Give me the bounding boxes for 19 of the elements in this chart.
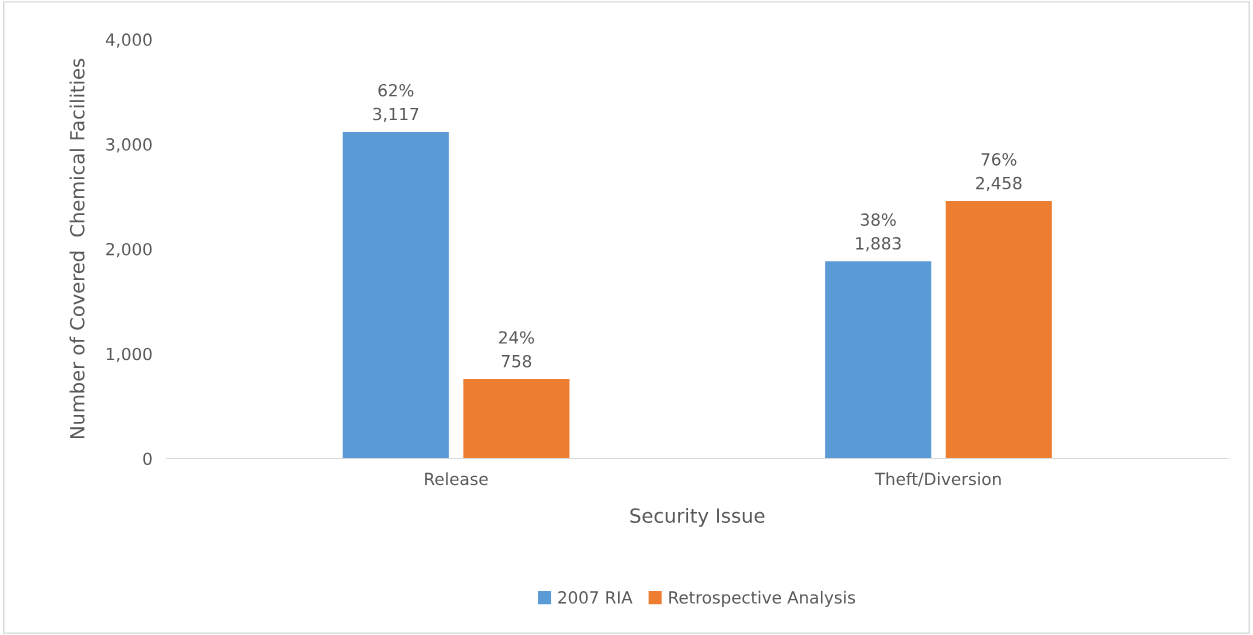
x-axis-title: Security Issue (630, 507, 765, 527)
x-tick-label: Theft/Diversion (874, 472, 1001, 487)
legend-label: 2007 RIA (558, 591, 633, 604)
data-label: 62% 3,117 (373, 83, 419, 123)
y-axis-title: Number of Covered Chemical Facilities (69, 58, 85, 439)
data-label: 76% 2,458 (976, 153, 1022, 192)
bar (463, 379, 570, 459)
bar (945, 200, 1052, 459)
y-tick-label: 4,000 (105, 33, 152, 48)
y-tick-label: 3,000 (106, 138, 152, 153)
bar (342, 131, 449, 459)
bar (825, 261, 932, 459)
data-label: 24% 758 (499, 331, 534, 368)
data-label: 38% 1,883 (856, 213, 901, 252)
legend-label: Retrospective Analysis (669, 590, 856, 607)
y-tick-label: 2,000 (106, 242, 152, 258)
x-tick-label: Release (425, 472, 488, 486)
y-tick-label: 0 (143, 452, 152, 466)
y-tick-label: 1,000 (106, 347, 152, 362)
